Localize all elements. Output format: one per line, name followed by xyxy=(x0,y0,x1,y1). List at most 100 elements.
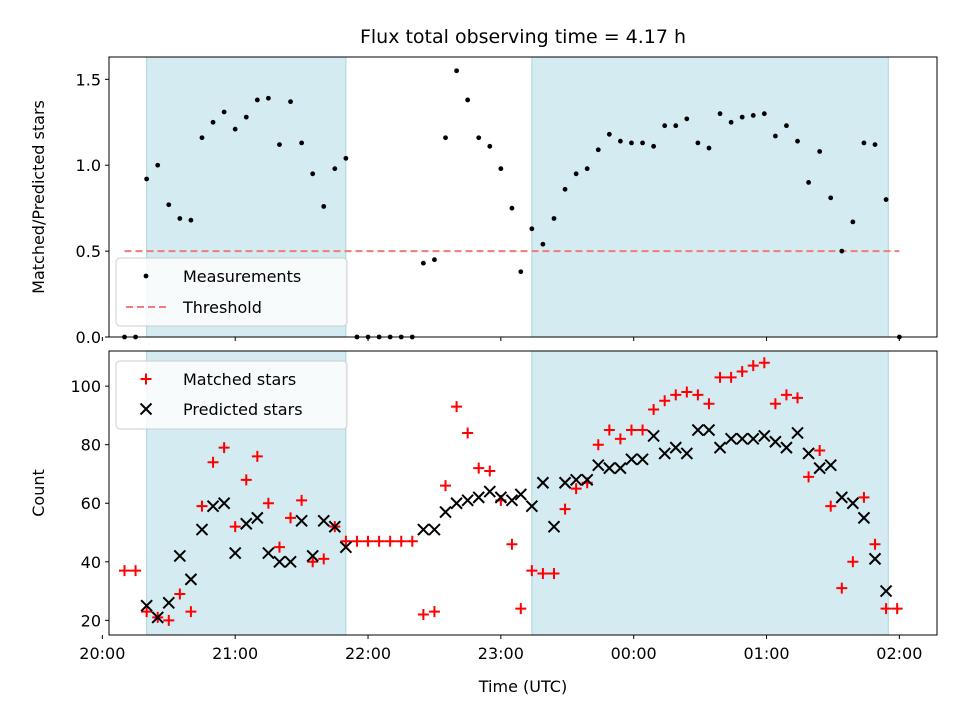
measurement-point xyxy=(640,140,645,146)
measurement-point xyxy=(343,155,349,161)
predicted-star-point xyxy=(240,517,253,530)
measurement-point xyxy=(144,176,150,182)
measurement-point xyxy=(861,140,867,146)
predicted-star-point xyxy=(680,447,694,460)
matched-star-point xyxy=(240,474,252,486)
predicted-star-point xyxy=(747,432,760,446)
predicted-star-point xyxy=(273,555,286,569)
predicted-star-point xyxy=(669,441,682,454)
measurement-point xyxy=(332,166,338,172)
predicted-star-point xyxy=(879,584,893,598)
matched-star-point xyxy=(406,535,418,547)
matched-star-point xyxy=(681,386,693,398)
measurement-point xyxy=(188,217,194,223)
matched-star-point xyxy=(307,556,319,568)
matched-star-point xyxy=(592,439,604,451)
matched-star-point xyxy=(537,568,549,580)
y-tick-label: 0.5 xyxy=(76,242,101,261)
measurement-point xyxy=(432,257,437,263)
matched-star-point xyxy=(362,535,374,547)
y-tick-label: 100 xyxy=(70,377,101,396)
measurement-point xyxy=(420,260,426,266)
measurement-point xyxy=(454,68,459,74)
measurement-point xyxy=(839,248,845,254)
predicted-star-point xyxy=(328,520,342,533)
measurement-point xyxy=(728,119,734,125)
y-tick-label: 20 xyxy=(81,611,101,630)
predicted-star-point xyxy=(824,458,837,472)
matched-star-point xyxy=(285,512,297,524)
predicted-star-point xyxy=(505,494,519,507)
predicted-star-point xyxy=(536,476,550,489)
predicted-star-point xyxy=(658,447,671,460)
x-tick-label: 00:00 xyxy=(611,644,657,663)
predicted-star-point xyxy=(580,473,594,487)
measurement-point xyxy=(487,143,493,149)
matched-star-point xyxy=(340,535,352,547)
y-tick-label: 40 xyxy=(81,553,101,572)
y-tick-label: 0.0 xyxy=(76,328,101,347)
matched-star-point xyxy=(769,398,781,410)
measurement-point xyxy=(177,216,183,221)
predicted-star-point xyxy=(835,491,849,504)
measurement-point xyxy=(498,166,504,172)
legend-marker-measurements xyxy=(143,273,149,279)
measurement-point xyxy=(651,143,657,149)
predicted-star-point xyxy=(713,441,727,454)
measurement-point xyxy=(310,171,316,177)
predicted-star-point xyxy=(184,573,198,586)
predicted-star-point xyxy=(558,476,572,489)
predicted-star-point xyxy=(569,473,583,487)
predicted-star-point xyxy=(547,520,561,533)
matched-star-point xyxy=(836,582,848,594)
y-axis-label: Matched/Predicted stars xyxy=(29,100,48,294)
axes-frame xyxy=(108,350,938,636)
predicted-star-point xyxy=(702,423,716,437)
predicted-star-point xyxy=(251,511,264,525)
matched-star-point xyxy=(526,565,538,577)
predicted-star-point xyxy=(813,461,826,475)
measurement-point xyxy=(883,197,889,202)
measurement-point xyxy=(673,123,679,129)
predicted-star-point xyxy=(758,429,771,443)
matched-star-point xyxy=(648,404,660,416)
shaded-interval xyxy=(531,56,889,338)
legend-label-threshold: Threshold xyxy=(182,298,262,317)
predicted-star-point xyxy=(592,458,605,472)
measurement-point xyxy=(629,140,634,146)
matched-star-point xyxy=(515,603,527,615)
predicted-star-point xyxy=(317,514,330,528)
predicted-star-point xyxy=(417,523,430,536)
matched-star-point xyxy=(273,541,285,553)
matched-star-point xyxy=(880,603,892,615)
predicted-star-point xyxy=(472,491,485,504)
predicted-star-point xyxy=(691,423,705,437)
measurement-point xyxy=(199,135,205,141)
legend-box xyxy=(115,360,348,430)
matched-star-point xyxy=(473,462,485,474)
measurement-point xyxy=(518,269,524,275)
matched-star-point xyxy=(559,503,571,515)
measurement-point xyxy=(795,138,800,144)
predicted-star-point xyxy=(228,546,242,560)
matched-star-point xyxy=(185,606,197,618)
predicted-star-point xyxy=(461,494,474,507)
predicted-star-point xyxy=(494,491,508,504)
predicted-star-point xyxy=(140,599,153,612)
matched-star-point xyxy=(428,606,440,618)
matched-star-point xyxy=(570,483,582,495)
matched-star-point xyxy=(803,471,815,483)
measurement-point xyxy=(210,119,216,125)
predicted-star-point xyxy=(780,441,793,454)
predicted-star-point xyxy=(450,497,463,510)
predicted-star-point xyxy=(647,429,660,443)
measurement-point xyxy=(529,226,535,232)
axes-frame xyxy=(108,56,938,338)
legend-marker-predicted xyxy=(139,402,153,416)
measurement-point xyxy=(155,162,161,168)
predicted-star-point xyxy=(724,432,738,446)
predicted-star-point xyxy=(206,499,220,513)
measurement-point xyxy=(443,135,448,141)
measurement-point xyxy=(618,138,623,144)
